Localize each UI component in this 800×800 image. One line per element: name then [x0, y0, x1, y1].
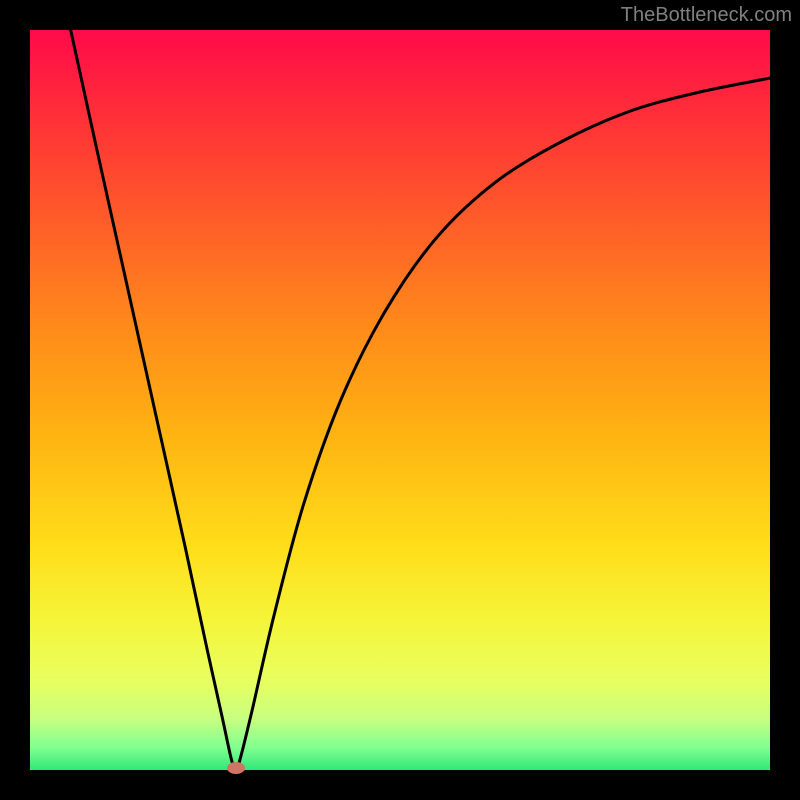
curve-line	[30, 30, 770, 770]
min-marker	[227, 762, 245, 774]
plot-area	[30, 30, 770, 770]
watermark-text: TheBottleneck.com	[621, 4, 792, 27]
